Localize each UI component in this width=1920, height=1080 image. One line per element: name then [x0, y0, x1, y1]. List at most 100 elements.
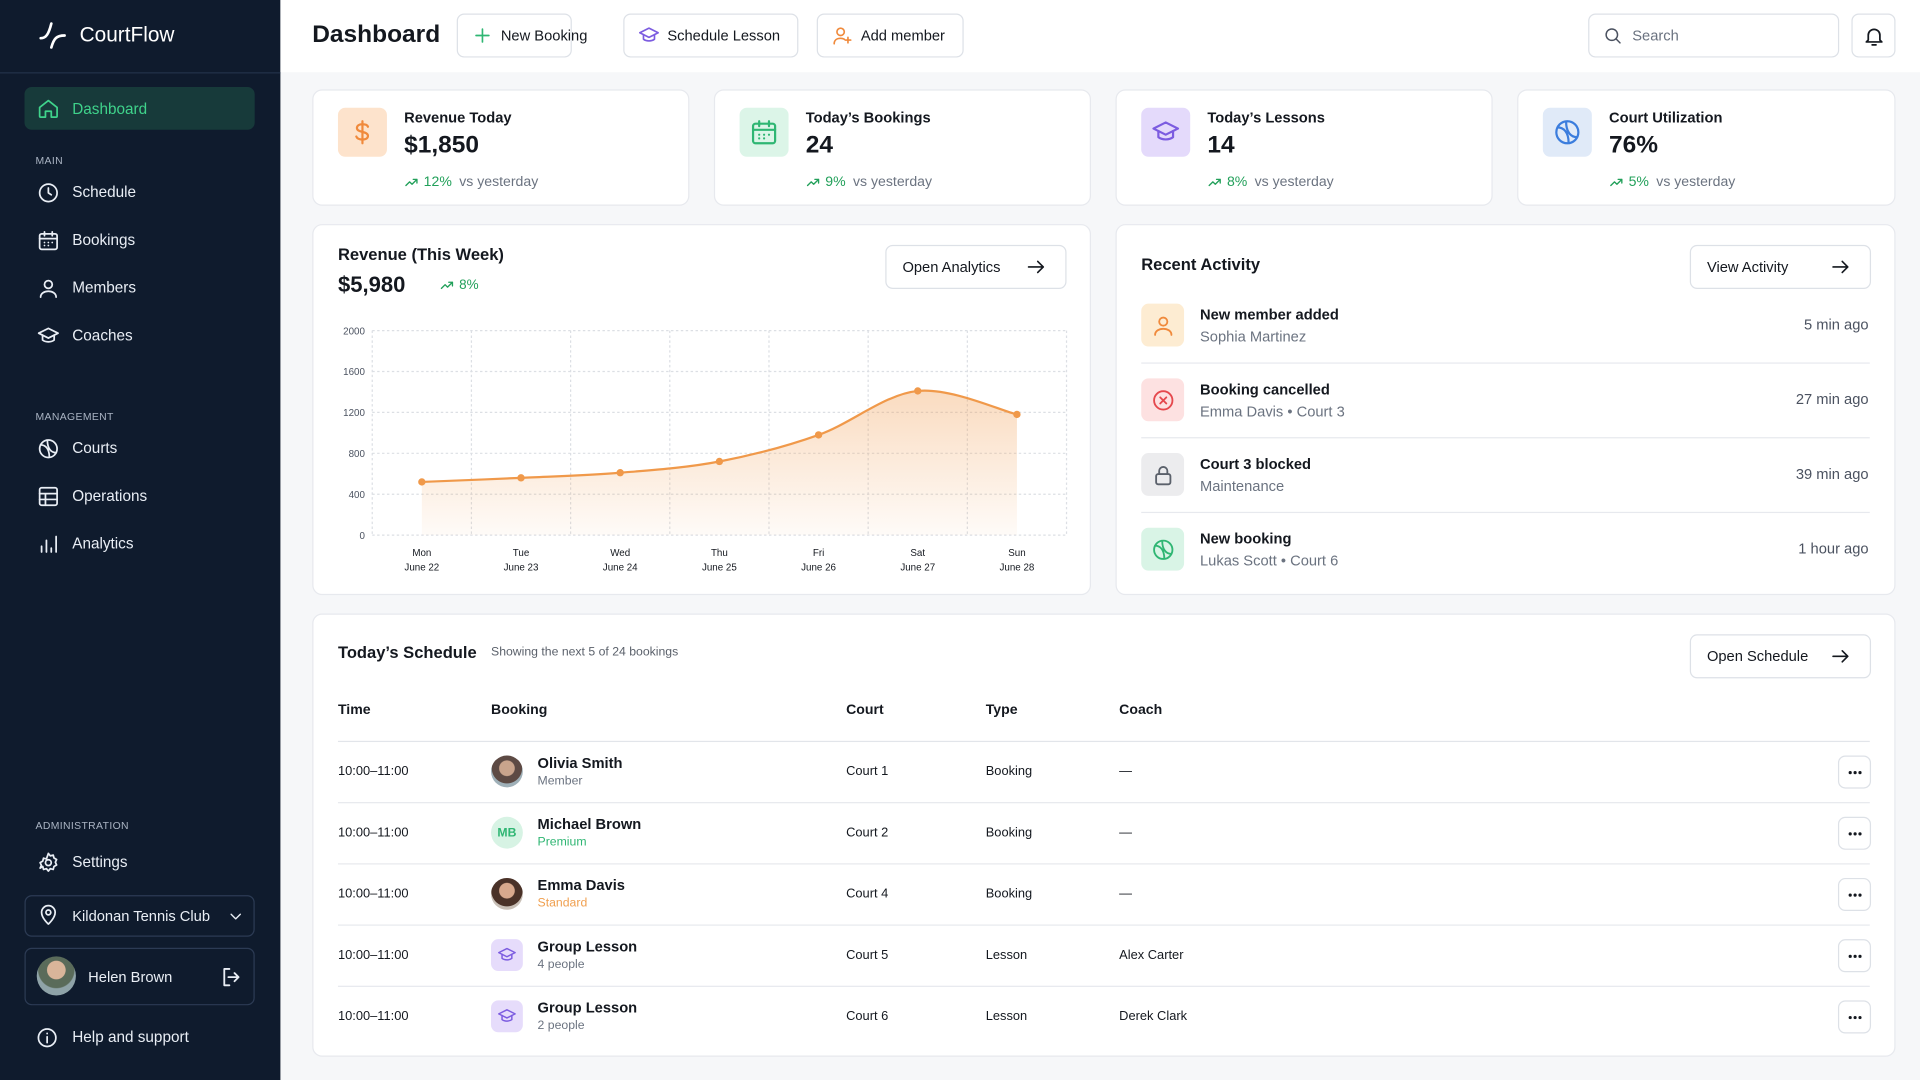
data-point	[1013, 410, 1021, 419]
ball-icon-part	[1555, 120, 1580, 145]
nav-item-label: Settings	[72, 853, 128, 871]
stat-change: 8%	[1226, 175, 1248, 190]
ball-icon	[1555, 120, 1580, 145]
pin-icon-part	[45, 909, 52, 916]
booking-avatar	[491, 1000, 523, 1033]
club-selector[interactable]	[24, 895, 255, 937]
logout-icon[interactable]	[219, 965, 243, 989]
x-tick-label: Sat	[910, 548, 925, 559]
nav-item-label: Schedule	[72, 183, 137, 201]
stat-label: Today’s Lessons	[1207, 108, 1325, 127]
row-more-button[interactable]	[1837, 755, 1872, 789]
clock-icon-part	[38, 182, 58, 202]
x-tick-label: Mon	[412, 548, 431, 559]
brand-logo-part	[39, 22, 66, 49]
open-schedule-button[interactable]: Open Schedule	[1689, 634, 1872, 679]
userplus-icon-part	[833, 36, 852, 45]
pin-icon	[40, 904, 57, 925]
activity-item-time: 1 hour ago	[1798, 540, 1869, 558]
header-divider	[337, 740, 1870, 743]
stat-compare: vs yesterday	[1656, 175, 1736, 190]
calendar-icon-part	[38, 232, 58, 250]
cap-icon	[638, 27, 659, 42]
chevron-icon-part	[230, 913, 241, 920]
dots-icon-part	[1847, 892, 1852, 897]
row-divider	[337, 924, 1870, 926]
schedule-subtitle: Showing the next 5 of 24 bookings	[491, 645, 679, 660]
stat-compare: vs yesterday	[853, 175, 933, 190]
grid-icon-part	[38, 492, 58, 506]
sidebar-divider	[0, 72, 281, 74]
data-point	[914, 387, 922, 395]
trend-icon-part	[440, 281, 454, 290]
x-tick-label: Tue	[513, 548, 529, 559]
booking-avatar	[491, 755, 523, 788]
x-tick-date: June 26	[801, 563, 836, 574]
search-box[interactable]: Search	[1588, 13, 1840, 58]
cap-icon	[1152, 121, 1180, 141]
button-label: Open Schedule	[1706, 647, 1809, 665]
xcircle-icon-part	[1158, 395, 1167, 404]
cell-time: 10:00–11:00	[337, 1008, 409, 1024]
column-header: Court	[846, 702, 884, 718]
stat-label: Court Utilization	[1608, 108, 1723, 127]
stat-icon-box	[1141, 107, 1191, 157]
stat-change: 9%	[825, 175, 846, 190]
activity-item-time: 5 min ago	[1804, 315, 1869, 334]
stat-compare: vs yesterday	[459, 175, 539, 190]
cell-note: 2 people	[537, 1019, 585, 1033]
header-action-label: New Booking	[500, 26, 588, 45]
dots-icon-part	[1857, 1015, 1861, 1019]
header-action-button[interactable]: New Booking	[456, 13, 587, 58]
dots-icon-part	[1847, 954, 1852, 958]
stat-change-row: 5% vs yesterday	[1629, 175, 1736, 190]
cap-icon-part	[41, 333, 56, 343]
cell-type: Booking	[985, 825, 1033, 840]
bell-icon	[1865, 28, 1883, 46]
dots-icon-part	[1852, 954, 1857, 958]
nav-active[interactable]	[24, 86, 255, 130]
y-tick-label: 1600	[343, 367, 365, 378]
view-activity-button[interactable]: View Activity	[1689, 244, 1872, 289]
header-action-label: Schedule Lesson	[667, 26, 781, 45]
header-action-button[interactable]: Add member	[816, 13, 964, 58]
cell-coach: Derek Clark	[1119, 1008, 1188, 1024]
row-more-button[interactable]	[1837, 939, 1872, 973]
notifications-button[interactable]	[1851, 13, 1896, 58]
row-more-button[interactable]	[1837, 877, 1872, 912]
stat-icon-box	[1542, 107, 1592, 157]
dots-icon-part	[1847, 770, 1852, 774]
user-icon-part	[1153, 327, 1172, 336]
dots-icon-part	[1857, 831, 1861, 835]
revenue-title: Revenue (This Week)	[337, 245, 504, 264]
row-more-button[interactable]	[1837, 816, 1872, 850]
button-label: Open Analytics	[902, 258, 1001, 276]
trend-icon	[440, 281, 454, 290]
booking-avatar	[491, 939, 523, 972]
stat-card: Today’s Bookings 24 9% vs yesterday	[713, 89, 1092, 206]
nav-item-label: Coaches	[72, 326, 133, 345]
activity-icon-box	[1141, 378, 1185, 422]
cap-icon-part	[498, 947, 516, 958]
row-more-button[interactable]	[1837, 1000, 1872, 1034]
user-icon	[39, 279, 57, 298]
dots-icon-part	[1852, 831, 1857, 835]
x-tick-date: June 27	[900, 563, 935, 574]
nav-section-label: MANAGEMENT	[35, 410, 114, 423]
row-divider	[337, 863, 1870, 865]
cap-icon	[498, 947, 516, 961]
column-header: Booking	[491, 702, 548, 718]
activity-item-title: New booking	[1200, 530, 1292, 548]
cell-coach: Alex Carter	[1119, 947, 1184, 963]
dots-icon-part	[1847, 831, 1852, 835]
trend-icon-part	[806, 178, 820, 187]
user-name: Helen Brown	[88, 968, 173, 986]
open-analytics-button[interactable]: Open Analytics	[885, 244, 1067, 289]
brand-logo	[39, 22, 66, 49]
plus-icon	[475, 28, 490, 43]
stat-value: 24	[805, 131, 833, 159]
schedule-card: Today’s Schedule Showing the next 5 of 24…	[312, 613, 1896, 1057]
pin-icon-part	[40, 904, 57, 925]
header-action-button[interactable]: Schedule Lesson	[623, 13, 799, 58]
